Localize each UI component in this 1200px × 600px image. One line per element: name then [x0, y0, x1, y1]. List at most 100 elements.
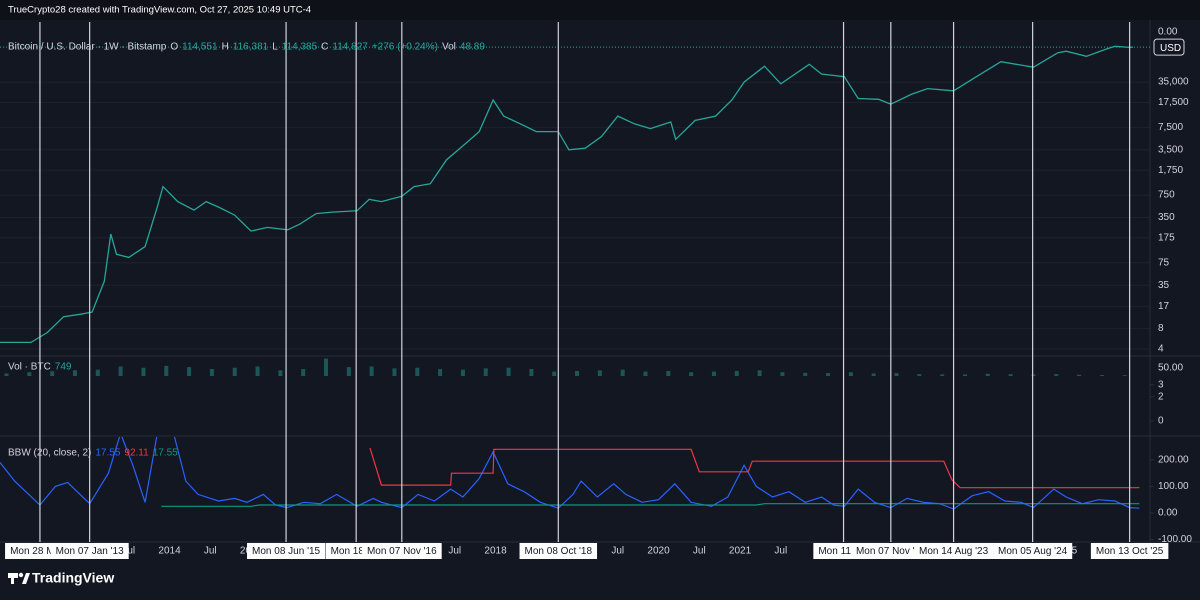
volume-bar [187, 367, 192, 376]
date-marker-label: Mon 07 Jan '13 [56, 546, 125, 557]
y-tick-label: 4 [1158, 344, 1164, 355]
logo-shape [18, 572, 24, 578]
volume-bar [552, 371, 557, 376]
y-tick-label: 8 [1158, 323, 1164, 334]
volume-bar [1122, 375, 1127, 376]
legend-text: O [170, 42, 178, 53]
marks [0, 22, 1154, 542]
y-tick-label: 2 [1158, 391, 1164, 402]
footer-logo: TradingView [8, 570, 114, 586]
y-tick-label: 17 [1158, 301, 1170, 312]
date-marker-label: Mon 11 Apr [818, 546, 869, 557]
volume-bar [803, 372, 808, 376]
volume-bar [917, 374, 922, 376]
date-marker-box [913, 543, 994, 559]
legend-text: H [222, 42, 229, 53]
date-marker-label: Mon 07 Nov '16 [367, 546, 437, 557]
date-marker-label: Mon 28 May ' [10, 546, 70, 557]
x-tick-label: Jul [693, 546, 706, 557]
indicator-line [369, 447, 1140, 489]
y-tick-label: 3 [1158, 379, 1164, 390]
scale-top-label: 0.00 [1158, 27, 1178, 38]
legend-text: C [321, 42, 328, 53]
legend-text: Vol · BTC [8, 362, 51, 373]
legend-text: L [272, 42, 278, 53]
y-tick-label: 7,500 [1158, 122, 1183, 133]
volume-bar [940, 374, 945, 376]
currency-box [1153, 38, 1185, 56]
x-tick-label: 2021 [729, 546, 752, 557]
volume-bar [894, 373, 899, 376]
x-tick-label: 2014 [158, 546, 181, 557]
volume-bar [643, 371, 648, 376]
volume-bar [597, 370, 602, 376]
volume-bar [734, 370, 739, 376]
volume-bar [985, 373, 990, 376]
y-tick-label: 750 [1158, 190, 1175, 201]
date-marker-box [993, 543, 1073, 559]
date-marker-box [1090, 543, 1169, 559]
legend-text: 114,827 [332, 42, 368, 53]
legend-text: +276 (+0.24%) [372, 42, 438, 53]
date-marker-label: Mon 08 Jun '15 [252, 546, 321, 557]
volume-bar [666, 370, 671, 376]
volume-bar [255, 366, 260, 376]
volume-bar [4, 373, 9, 376]
date-marker-label: Mon 08 Oct '18 [525, 546, 593, 557]
volume-bar [392, 368, 397, 376]
volume-bar [848, 372, 853, 376]
volume-bar [415, 367, 420, 376]
y-tick-label: 3,500 [1158, 144, 1183, 155]
volume-bar [438, 369, 443, 376]
y-tick-label: 35,000 [1158, 77, 1189, 88]
x-tick-label: 2020 [647, 546, 670, 557]
header-text: TrueCrypto28 created with TradingView.co… [8, 5, 311, 16]
y-tick-label: 350 [1158, 212, 1175, 223]
legend-text: Bitcoin / U.S. Dollar · 1W · Bitstamp [8, 42, 167, 53]
legend-text: 17.55 [95, 448, 120, 459]
volume-bar [1031, 374, 1036, 376]
x-tick-label: Jul [448, 546, 461, 557]
volume-bar [620, 369, 625, 376]
currency-label: USD [1160, 43, 1181, 54]
volume-bar [826, 373, 831, 376]
volume-bar [346, 367, 351, 376]
volume-bar [278, 370, 283, 376]
volume-bar [118, 366, 123, 376]
logo-shape [22, 573, 30, 584]
legend-text: 116,381 [233, 42, 269, 53]
date-marker-label: Mon 13 Oct '25 [1096, 546, 1164, 557]
y-tick-label: 0 [1158, 416, 1164, 427]
x-tick-label: Jul [204, 546, 217, 557]
date-marker-label: Mon 18 Apr [331, 546, 383, 557]
legend-text: 92.11 [124, 448, 149, 459]
y-tick-label: -100.00 [1158, 534, 1192, 545]
volume-bar [27, 372, 32, 376]
logo-shape [11, 573, 14, 584]
indicator-line [161, 503, 1140, 507]
volume-bar [711, 371, 716, 376]
volume-bar [209, 369, 214, 376]
volume-bar [529, 369, 534, 376]
volume-bar [141, 367, 146, 376]
legend-text: 114,385 [282, 42, 318, 53]
volume-bar [324, 358, 329, 376]
indicator-line [0, 437, 1140, 510]
y-tick-label: 0.00 [1158, 508, 1178, 519]
legend-text: Vol [442, 42, 456, 53]
volume-bar [72, 370, 77, 376]
labels: 481735751753507501,7503,5007,50017,50035… [5, 27, 1192, 559]
price-line [0, 45, 1133, 344]
volume-bar [301, 369, 306, 376]
date-marker-box [850, 543, 931, 559]
date-marker-box [361, 543, 442, 559]
volume-bar [460, 369, 465, 376]
date-marker-label: Mon 14 Aug '23 [919, 546, 989, 557]
volume-bar [50, 371, 55, 376]
volume-bar [506, 367, 511, 376]
date-marker-box [247, 543, 326, 559]
header-bar [0, 0, 1200, 20]
x-tick-label: Jul [122, 546, 135, 557]
legend-text: 48.89 [460, 42, 485, 53]
